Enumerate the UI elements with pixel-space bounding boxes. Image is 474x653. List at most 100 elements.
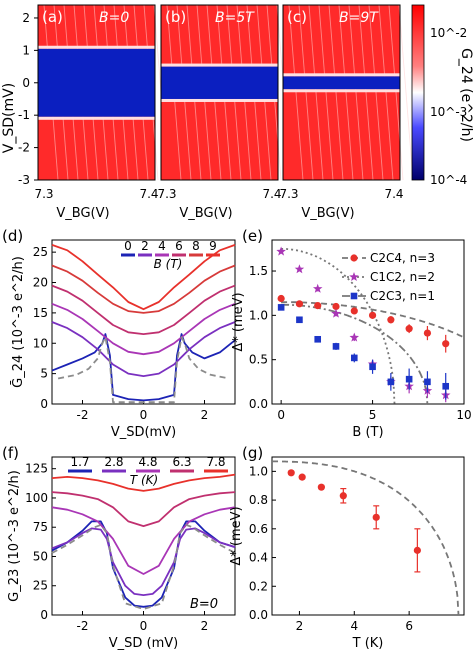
heatmap-stripe [338, 4, 354, 181]
data-point [442, 382, 450, 390]
series-line [51, 264, 236, 314]
xtick-label: -2 [77, 619, 89, 633]
heatmap-stripe [348, 4, 364, 181]
heatmap-xlabel: V_BG(V) [179, 206, 232, 221]
xtick-label: 10 [456, 408, 471, 422]
panel-g: (g) 2 4 6 0.0 0.2 0.4 0.6 0.8 1.0 T (K) Δ* (meV) [229, 444, 465, 651]
data-point [331, 308, 341, 318]
data-point [350, 354, 358, 362]
condition-label-c: B=9T [339, 10, 379, 26]
data-point [413, 546, 421, 554]
xtick-label: 6 [405, 619, 413, 633]
data-point [314, 302, 322, 310]
ytick-label: 25 [33, 245, 48, 259]
data-point [369, 363, 376, 371]
data-point [442, 340, 450, 348]
heatmap-ytick-label: -3 [18, 173, 30, 187]
data-point [349, 332, 359, 342]
xtick-label: 0 [140, 408, 148, 422]
colorbar-label: G_24 (e^2/h) [458, 48, 474, 142]
heatmap-xaxes: 7.3 7.4V_BG(V)7.3 7.4V_BG(V)7.3 7.4V_BG(V) [34, 187, 403, 221]
legend-label: 2 [141, 239, 149, 253]
data-point [277, 304, 285, 311]
colorbar-tick-label: 10^-3 [430, 105, 467, 119]
heatmap-c-gap-band [283, 76, 400, 90]
ytick-label: 0.8 [249, 493, 268, 507]
heatmap-stripe [308, 4, 324, 181]
data-point [405, 325, 413, 333]
data-point [287, 469, 295, 477]
legend-label: 4 [158, 239, 166, 253]
ytick-label: 25 [33, 579, 48, 593]
ytick-label: 0.0 [249, 397, 268, 411]
panel-label-e: (e) [242, 227, 263, 245]
heatmap-xtick-label: 7.4 [139, 187, 158, 201]
data-point [350, 307, 358, 315]
data-point [387, 378, 395, 386]
plot-frame [271, 239, 465, 405]
series-line [51, 244, 236, 311]
ylabel: Δ* (meV) [231, 292, 246, 351]
xtick-label: 0 [277, 408, 285, 422]
heatmap-ytick-label: -1 [18, 108, 30, 122]
heatmap-c: (c) B=9T [282, 4, 414, 181]
legend-label: 6.3 [172, 455, 191, 469]
ytick-label: 125 [25, 462, 48, 476]
heatmap-gap-edge [283, 89, 400, 93]
panel-label-c: (c) [287, 8, 307, 26]
data-point [350, 292, 358, 300]
data-point [298, 473, 306, 481]
plot-frame [51, 239, 236, 405]
legend-label: C2C4, n=3 [370, 251, 435, 265]
series-line [51, 473, 236, 492]
data-point [317, 483, 325, 491]
series-line [51, 333, 236, 402]
xtick-label: 2 [296, 619, 304, 633]
legend-label: 8 [192, 239, 200, 253]
heatmap-a: (a) B=0 [37, 4, 169, 181]
ylabel: Δ* (meV) [229, 506, 244, 565]
heatmap-ytick-label: 0 [22, 76, 30, 90]
heatmap-stripe [318, 4, 334, 181]
heatmap-xtick-label: 7.3 [157, 187, 176, 201]
heatmap-stripe [358, 4, 374, 181]
legend-label: C2C3, n=1 [370, 289, 435, 303]
data-point [296, 316, 303, 324]
ytick-label: 50 [33, 549, 48, 563]
heatmap-ytick-label: -2 [18, 141, 30, 155]
data-point [313, 283, 323, 293]
legend-label: 1.7 [70, 455, 89, 469]
heatmap-xtick-label: 7.4 [262, 187, 281, 201]
legend-title: T (K) [130, 473, 158, 487]
heatmap-xlabel: V_BG(V) [301, 206, 354, 221]
ytick-label: 1.0 [249, 464, 268, 478]
xtick-label: 2 [201, 619, 209, 633]
fit-line [57, 336, 230, 404]
series-line [51, 506, 236, 575]
panel-label-f: (f) [2, 444, 19, 462]
heatmap-stripe [368, 4, 384, 181]
legend-label: 4.8 [138, 455, 157, 469]
heatmap-frame [160, 4, 279, 181]
legend-label: 2.8 [104, 455, 123, 469]
panel-label-d: (d) [2, 227, 23, 245]
legend-label: 0 [124, 239, 132, 253]
ytick-label: 10 [33, 336, 48, 350]
heatmap-xtick-label: 7.3 [34, 187, 53, 201]
heatmap-stripe [378, 4, 394, 181]
heatmap-xtick-label: 7.3 [279, 187, 298, 201]
panel-label-g: (g) [242, 444, 263, 462]
heatmap-gap-edge [38, 45, 155, 49]
panel-e: (e) 0 5 10 0.0 0.5 1.0 1.5 B (T) Δ* (meV) C2C4, n… [231, 227, 472, 440]
ytick-label: 1.0 [249, 308, 268, 322]
xtick-label: 4 [350, 619, 358, 633]
heatmap-frame [282, 4, 401, 181]
heatmap-c-stripes [288, 4, 414, 181]
ytick-label: 100 [25, 491, 48, 505]
fit-curve [271, 460, 460, 616]
data-point [332, 302, 340, 311]
xtick-label: -2 [77, 408, 89, 422]
heatmap-b-gap-band [161, 66, 278, 99]
series-line [51, 284, 236, 336]
heatmap-gap-edge [283, 73, 400, 77]
